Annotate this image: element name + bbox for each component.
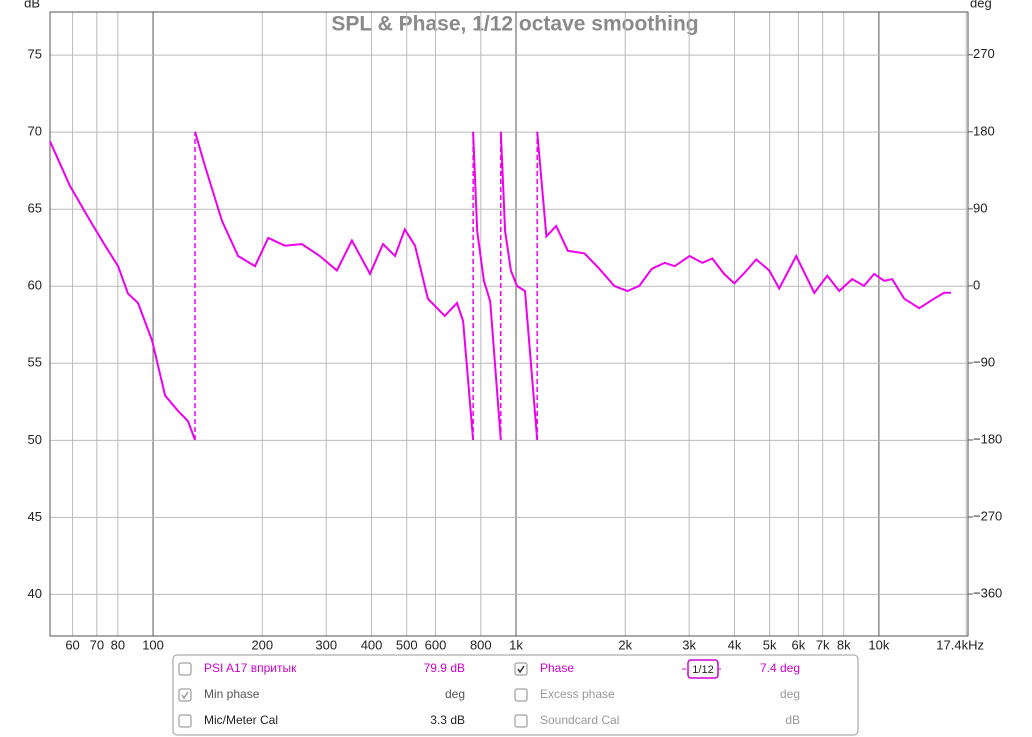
x-tick-label: 8k — [837, 637, 851, 652]
smoothing-button[interactable] — [687, 659, 719, 679]
x-tick-label: 100 — [142, 637, 164, 652]
y2-tick-label: 0 — [973, 277, 980, 292]
control-label: Excess phase — [540, 687, 615, 701]
x-tick-label: 80 — [111, 637, 125, 652]
x-tick-label: 800 — [470, 637, 492, 652]
x-tick-label: 5k — [763, 637, 777, 652]
x-tick-label: 500 — [396, 637, 418, 652]
checkmark — [181, 691, 189, 700]
controls: PSI A17 впритык 79.9 dB Phase 7.4 deg 1/12 Mi… — [178, 659, 800, 728]
y-tick-label: 40 — [28, 586, 42, 601]
y2-axis-unit: deg — [970, 0, 992, 10]
x-tick-label: 1k — [509, 637, 523, 652]
control-label: Min phase — [204, 687, 260, 701]
y2-tick-label: −360 — [973, 585, 1002, 600]
control-label: Mic/Meter Cal — [204, 713, 278, 727]
y2-tick-label: 180 — [973, 123, 995, 138]
checkbox[interactable] — [178, 662, 192, 676]
y2-tick-label: −270 — [973, 508, 1002, 523]
y-tick-label: 60 — [28, 278, 42, 293]
y-tick-label: 70 — [28, 124, 42, 139]
control-value: deg — [780, 687, 800, 701]
control-value: dB — [785, 713, 800, 727]
phase-line — [49, 131, 951, 441]
y2-tick-label: −90 — [973, 354, 995, 369]
control-value: 7.4 deg — [760, 661, 800, 675]
checkbox[interactable] — [514, 688, 528, 702]
y-tick-label: 55 — [28, 355, 42, 370]
x-tick-label: 10k — [868, 637, 889, 652]
x-tick-label: 300 — [315, 637, 337, 652]
y2-tick-label: 270 — [973, 46, 995, 61]
y-tick-label: 65 — [28, 201, 42, 216]
checkbox[interactable] — [178, 688, 192, 702]
checkbox[interactable] — [178, 714, 192, 728]
y2-tick-label: −180 — [973, 431, 1002, 446]
checkbox[interactable] — [514, 662, 528, 676]
x-tick-label: 6k — [792, 637, 806, 652]
x-tick-label: 200 — [251, 637, 273, 652]
control-value: 79.9 dB — [424, 661, 465, 675]
chart-title: SPL & Phase, 1/12 octave smoothing — [331, 13, 698, 36]
x-tick-label: 7k — [816, 637, 830, 652]
control-value: deg — [445, 687, 465, 701]
x-tick-label: 600 — [425, 637, 447, 652]
x-tick-label: 17.4kHz — [936, 637, 984, 652]
checkbox[interactable] — [514, 714, 528, 728]
control-label: Phase — [540, 661, 574, 675]
control-label: PSI A17 впритык — [204, 661, 297, 675]
control-label: Soundcard Cal — [540, 713, 619, 727]
control-value: 3.3 dB — [430, 713, 465, 727]
smoothing-label: 1/12 — [692, 664, 713, 676]
y-tick-label: 75 — [28, 47, 42, 62]
x-tick-label: 3k — [682, 637, 696, 652]
y-axis-unit: dB — [24, 0, 40, 10]
x-tick-label: 2k — [618, 637, 632, 652]
x-tick-label: 400 — [361, 637, 383, 652]
x-tick-label: 70 — [90, 637, 104, 652]
x-tick-label: 4k — [728, 637, 742, 652]
plot-frame — [49, 11, 969, 637]
checkmark — [517, 665, 525, 674]
x-tick-label: 60 — [65, 637, 79, 652]
y-tick-label: 45 — [28, 509, 42, 524]
y-tick-label: 50 — [28, 432, 42, 447]
y2-tick-label: 90 — [973, 200, 987, 215]
